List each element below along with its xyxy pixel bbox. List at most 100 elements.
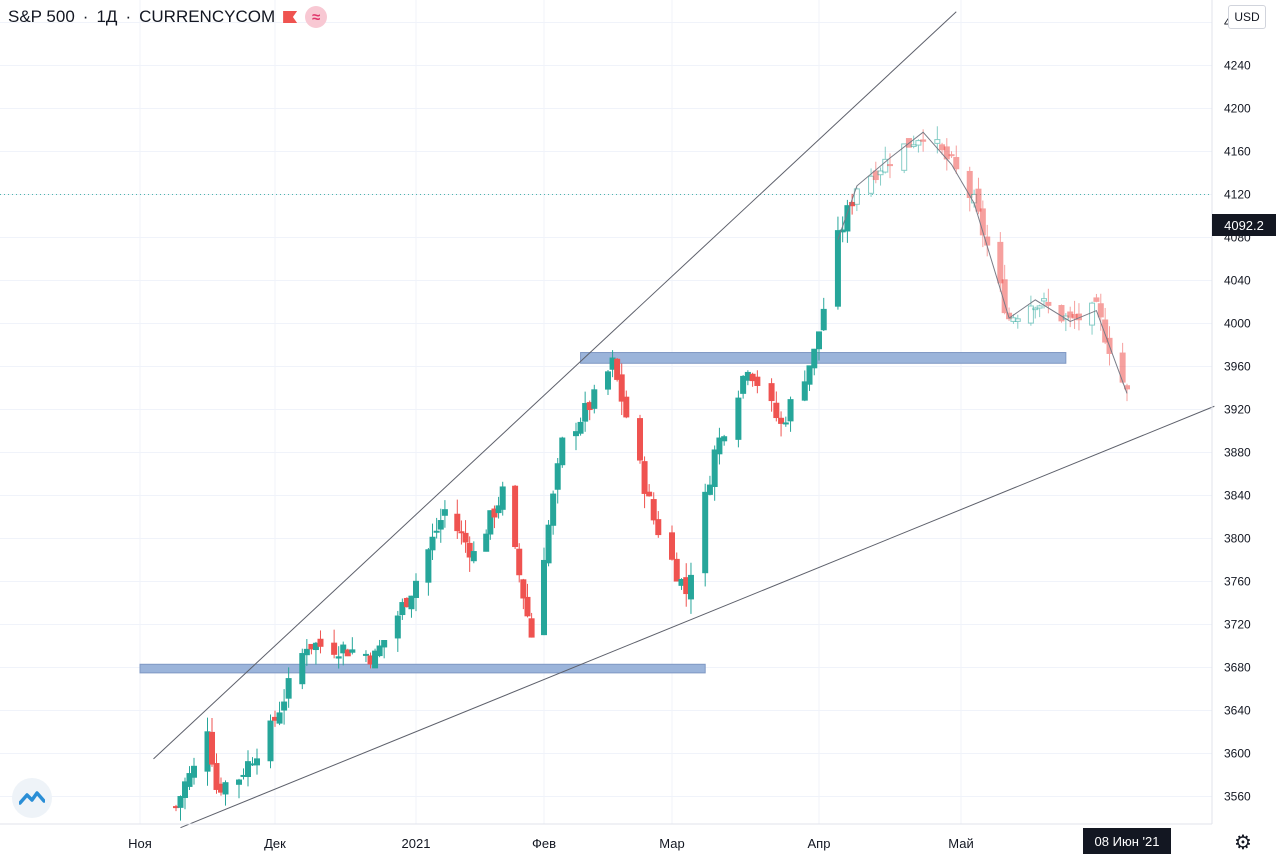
- candle: [721, 434, 728, 446]
- candle-body: [499, 486, 506, 510]
- title-separator: ·: [125, 7, 132, 26]
- candle: [778, 411, 785, 437]
- candle-body: [213, 763, 220, 790]
- candle: [618, 363, 625, 416]
- source-label[interactable]: CURRENCYCOM: [139, 7, 276, 26]
- candle: [637, 414, 643, 464]
- gear-icon[interactable]: ⚙: [1234, 832, 1252, 854]
- interval-label[interactable]: 1Д: [96, 7, 118, 26]
- price-tick-label: 3920: [1224, 403, 1251, 417]
- candle-body: [646, 491, 653, 497]
- candle: [499, 481, 506, 516]
- symbol-name[interactable]: S&P 500: [8, 7, 75, 26]
- candle-body: [1045, 301, 1052, 306]
- candle: [811, 348, 818, 376]
- candle: [191, 757, 197, 785]
- candle: [650, 492, 657, 525]
- candle-body: [276, 712, 283, 724]
- candle: [372, 648, 379, 669]
- candle-body: [413, 580, 419, 598]
- candle: [483, 529, 490, 552]
- time-axis[interactable]: Ноя Дек 2021 Фев Мар Апр Май: [0, 823, 1212, 851]
- candle-body: [577, 421, 584, 434]
- candle-body: [1036, 305, 1043, 309]
- flag-icon[interactable]: [283, 11, 298, 23]
- candle-body: [317, 638, 324, 647]
- candle-body: [372, 650, 379, 669]
- candles[interactable]: [173, 126, 1130, 821]
- chart-title: S&P 500 · 1Д · CURRENCYCOM ≈: [8, 4, 328, 30]
- candle: [740, 375, 747, 399]
- candle-body: [441, 509, 448, 516]
- price-axis[interactable]: 3560 3600 3640 3680 3720 3760 3800 3840 3880 3920…: [1211, 0, 1251, 824]
- candle-body: [887, 164, 893, 167]
- candle-body: [582, 403, 589, 422]
- price-zone-rect: [580, 352, 1067, 364]
- time-tick-label: 2021: [402, 836, 431, 851]
- candle: [641, 456, 648, 509]
- candle-body: [979, 208, 986, 236]
- candle: [1032, 306, 1039, 319]
- candle-body: [433, 530, 440, 533]
- candle-body: [1027, 305, 1034, 324]
- approx-icon[interactable]: ≈: [305, 6, 328, 28]
- time-tick-label: Мар: [659, 836, 684, 851]
- candle: [458, 520, 465, 545]
- price-zones: [139, 352, 1067, 674]
- candle-body: [340, 644, 347, 654]
- candle: [550, 490, 557, 535]
- title-separator: ·: [82, 7, 89, 26]
- candle-body: [554, 463, 561, 490]
- time-tick-label: Апр: [808, 836, 831, 851]
- candle: [394, 610, 401, 652]
- candle-body: [1058, 305, 1065, 322]
- candle-body: [711, 449, 718, 487]
- candle: [582, 391, 589, 432]
- price-tick-label: 3680: [1224, 661, 1251, 675]
- candle-body: [545, 524, 552, 564]
- candle-body: [285, 678, 292, 699]
- time-tick-label: Дек: [264, 836, 286, 851]
- candle: [655, 511, 662, 538]
- candle-body: [801, 381, 808, 401]
- candle: [787, 396, 794, 432]
- candle-body: [267, 720, 274, 762]
- candle-body: [362, 653, 369, 656]
- candle: [462, 520, 469, 553]
- candle-body: [483, 533, 490, 552]
- price-tick-label: 3720: [1224, 618, 1251, 632]
- candle: [541, 547, 547, 636]
- candle: [408, 595, 415, 618]
- candle-body: [650, 499, 657, 521]
- currency-button[interactable]: USD: [1228, 5, 1266, 29]
- candle: [186, 766, 193, 790]
- candle: [182, 777, 188, 810]
- candle: [545, 520, 552, 567]
- candle: [997, 232, 1004, 292]
- candle: [669, 525, 675, 561]
- candle-body: [177, 796, 184, 808]
- candle-body: [687, 574, 694, 600]
- price-tick-label: 3840: [1224, 489, 1251, 503]
- candle-body: [820, 308, 827, 331]
- candle-body: [754, 376, 761, 386]
- tradingview-logo-icon[interactable]: [12, 778, 52, 818]
- candle-body: [437, 520, 444, 530]
- candle: [376, 639, 383, 658]
- candle: [966, 166, 973, 212]
- time-tick-label: Фев: [532, 836, 556, 851]
- candle-body: [236, 779, 242, 785]
- candle-body: [524, 596, 531, 617]
- candle: [254, 748, 260, 775]
- candle-body: [512, 485, 519, 548]
- price-tick-label: 4200: [1224, 102, 1251, 116]
- candle: [623, 390, 630, 419]
- candle-body: [834, 230, 841, 307]
- candle: [646, 484, 653, 497]
- candle: [466, 536, 473, 572]
- candle: [901, 143, 908, 174]
- candle: [953, 145, 960, 174]
- candle-body: [182, 781, 188, 798]
- candle-body: [605, 371, 611, 390]
